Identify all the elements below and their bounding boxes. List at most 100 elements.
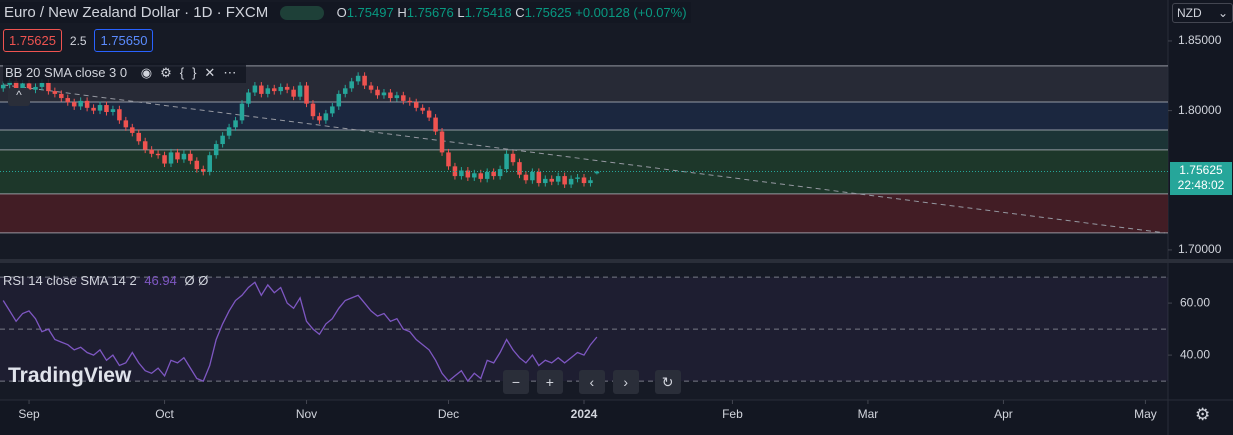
- candle-body: [213, 144, 219, 156]
- candle-body: [155, 153, 161, 156]
- candle-body: [381, 92, 387, 96]
- candle-body: [304, 85, 309, 104]
- candle-body: [562, 176, 567, 185]
- candle-body: [97, 105, 103, 111]
- ohlc-label: O: [336, 5, 347, 20]
- candle-body: [233, 120, 238, 128]
- candle-body: [39, 82, 45, 87]
- y-tick-label: 1.85000: [1178, 33, 1222, 47]
- x-tick-label: Nov: [296, 407, 317, 421]
- scroll-right[interactable]: ›: [612, 370, 639, 394]
- candle-body: [310, 103, 316, 117]
- candle-body: [207, 155, 212, 172]
- candle-body: [142, 141, 148, 150]
- candle-body: [297, 85, 303, 97]
- candle-body: [433, 117, 438, 132]
- ohlc-value: 1.75497: [346, 5, 394, 20]
- candle-body: [446, 152, 451, 167]
- y-tick-label: 40.00: [1180, 347, 1210, 361]
- candle-body: [472, 173, 477, 178]
- candle-body: [536, 171, 542, 184]
- candle-body: [517, 162, 522, 175]
- candle-body: [33, 86, 38, 90]
- x-tick-label: Dec: [438, 407, 459, 421]
- candle-body: [401, 95, 406, 101]
- candle-body: [226, 127, 232, 136]
- currency-select[interactable]: NZD ⌄: [1172, 3, 1233, 23]
- layers: 1.85000 1.80000 1.70000 Sep Oct Nov Dec 2024 Feb…: [0, 33, 1222, 421]
- candle-body: [46, 82, 51, 92]
- candle-body: [330, 106, 335, 114]
- bb-legend: BB 20 SMA close 3 0: [5, 65, 128, 80]
- candle-body: [252, 85, 258, 93]
- candle-body: [426, 110, 432, 118]
- candle-body: [175, 152, 180, 160]
- candle-body: [439, 131, 445, 153]
- candle-body: [394, 95, 400, 99]
- candle-body: [149, 149, 154, 154]
- candle-body: [388, 92, 393, 99]
- candle-body: [181, 153, 187, 160]
- zoom-out[interactable]: −: [503, 370, 529, 394]
- candle-body: [194, 160, 200, 170]
- zone: [0, 193, 1168, 233]
- rsi-value: 46.94: [144, 273, 177, 288]
- candle-body: [168, 152, 174, 164]
- candle-body: [459, 170, 464, 177]
- settings-button[interactable]: ⚙: [1195, 405, 1211, 424]
- candle-body: [530, 171, 535, 181]
- candle-body: [7, 81, 12, 85]
- buy-button[interactable]: 1.75650: [94, 29, 154, 52]
- zone: [0, 101, 1168, 130]
- candle-body: [201, 169, 206, 172]
- price-axis-bg: [1168, 0, 1233, 435]
- sell-button[interactable]: 1.75625: [3, 29, 62, 52]
- x-tick-label: May: [1134, 407, 1157, 421]
- candle-body: [407, 100, 413, 103]
- scroll-left[interactable]: ‹: [578, 370, 605, 394]
- candle-body: [110, 109, 116, 113]
- currency: NZD: [1177, 6, 1202, 20]
- zone: [0, 149, 1168, 194]
- zoom-toolbar: − + ‹ › ↻: [503, 370, 681, 394]
- candle-body: [91, 107, 96, 111]
- candle-body: [162, 155, 167, 164]
- last-price: 1.75625: [1179, 163, 1223, 177]
- candle-body: [52, 91, 58, 94]
- candle-body: [291, 89, 296, 97]
- zoom-in[interactable]: +: [536, 370, 563, 394]
- candle-body: [78, 100, 83, 107]
- y-tick-label: 60.00: [1180, 295, 1210, 309]
- candle-body: [588, 180, 593, 184]
- countdown: 22:48:02: [1177, 178, 1225, 192]
- candle-body: [13, 81, 19, 89]
- x-tick-label: Apr: [994, 407, 1013, 421]
- collapse-button[interactable]: ^: [8, 88, 30, 106]
- x-tick-label: Sep: [18, 407, 40, 421]
- candle-body: [271, 88, 277, 92]
- candle-body: [188, 153, 193, 161]
- x-tick-label: Feb: [722, 407, 743, 421]
- candle-body: [71, 102, 77, 107]
- candle-body: [568, 178, 574, 185]
- reset[interactable]: ↻: [654, 370, 681, 394]
- ohlc-label: L: [457, 5, 465, 20]
- candle-body: [278, 86, 283, 92]
- trendline: [3, 84, 1165, 234]
- spread: 2.5: [69, 34, 87, 48]
- candle-body: [342, 88, 348, 94]
- candle-body: [478, 173, 484, 179]
- ohlc-label: H: [397, 5, 407, 20]
- rsi-legend-row: RSI 14 close SMA 14 2 46.94 Ø Ø: [3, 273, 208, 288]
- candle-body: [497, 169, 503, 177]
- candle-body: [104, 105, 109, 113]
- candle-body: [504, 153, 509, 170]
- candle-body: [355, 75, 361, 82]
- candle-body: [0, 84, 6, 89]
- candle-body: [413, 102, 419, 108]
- candle-body: [239, 103, 245, 121]
- candle-body: [375, 89, 380, 96]
- x-tick-label: 2024: [571, 407, 598, 421]
- rsi-extra: Ø Ø: [184, 273, 209, 288]
